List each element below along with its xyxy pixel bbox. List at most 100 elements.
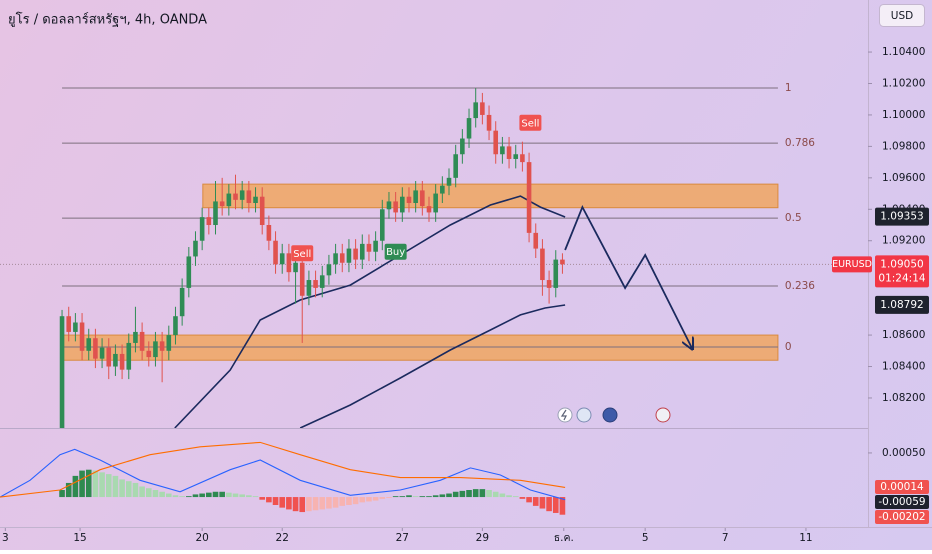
candle-body	[553, 259, 559, 288]
price-tag-label: 1.09353	[880, 211, 923, 223]
candle-body	[73, 322, 78, 332]
candle-body	[546, 280, 552, 288]
candle-body	[420, 190, 425, 207]
histogram-bar	[299, 497, 306, 513]
candle-body	[346, 248, 352, 263]
histogram-bar	[459, 490, 466, 498]
signal-label: Sell	[293, 249, 311, 260]
value-tag	[875, 480, 929, 494]
price-tag	[875, 295, 929, 314]
candle-body	[93, 338, 98, 359]
candle-body	[113, 353, 118, 367]
chart-title: ยูโร / ดอลลาร์สหรัฐฯ, 4h, OANDA	[8, 12, 207, 28]
histogram-bar	[326, 497, 332, 509]
histogram-bar	[339, 497, 346, 506]
histogram-bar	[546, 497, 552, 512]
histogram-bar	[252, 496, 259, 498]
histogram-bar	[112, 475, 119, 498]
candle-body	[486, 114, 492, 131]
candle-body	[326, 264, 332, 276]
histogram-bar	[559, 497, 566, 515]
histogram-bar	[85, 469, 92, 498]
histogram-bar	[152, 490, 159, 498]
fib-label: 0	[785, 341, 792, 353]
candle-body	[466, 118, 472, 139]
histogram-bar	[286, 497, 292, 510]
projection-path	[564, 204, 692, 348]
supply-demand-zone	[61, 334, 779, 361]
histogram-bar	[372, 497, 379, 501]
macd-line	[0, 441, 566, 498]
candle-body	[440, 185, 445, 194]
y-tick-label: 1.08200	[882, 392, 925, 404]
candle-body	[193, 240, 198, 257]
signal-badge	[291, 245, 314, 262]
histogram-bar	[72, 475, 79, 498]
candle-body	[159, 341, 165, 351]
candle-body	[239, 190, 245, 200]
histogram-bar	[406, 495, 412, 498]
histogram-bar	[432, 495, 439, 498]
histogram-bar	[266, 497, 272, 503]
histogram-bar	[132, 482, 139, 498]
histogram-bar	[506, 495, 512, 498]
x-tick-label: 20	[195, 532, 208, 544]
event-icon-glyph	[560, 409, 567, 421]
candle-body	[253, 196, 258, 203]
candle-body	[473, 102, 478, 119]
y-tick-label: 1.08400	[882, 361, 925, 373]
candle-body	[560, 259, 565, 265]
histogram-bar	[199, 493, 205, 498]
candle-body	[379, 209, 385, 241]
histogram-bar	[419, 496, 426, 498]
histogram-bar	[272, 497, 279, 505]
candle-body	[166, 335, 172, 351]
histogram-bar	[92, 470, 99, 498]
candle-body	[460, 138, 465, 155]
price-tag-label: 1.08792	[880, 299, 923, 311]
candle-body	[153, 341, 158, 358]
x-tick-label: ธ.ค.	[554, 532, 574, 544]
histogram-bar	[212, 491, 219, 498]
currency-button[interactable]	[879, 4, 925, 27]
histogram-bar	[239, 494, 245, 498]
histogram-bar	[105, 474, 112, 498]
candle-body	[313, 280, 318, 288]
event-icon[interactable]	[576, 407, 592, 423]
histogram-bar	[246, 495, 252, 498]
candle-body	[233, 193, 238, 200]
candle-body	[293, 262, 298, 273]
event-icons[interactable]	[557, 407, 671, 423]
currency-button-label[interactable]: USD	[891, 10, 913, 22]
candle-body	[126, 342, 132, 370]
event-icon[interactable]	[557, 407, 573, 423]
candle-body	[286, 253, 292, 273]
histogram-bar	[526, 497, 532, 503]
candle-body	[106, 347, 112, 367]
histogram-bar	[159, 491, 165, 498]
candle-body	[393, 201, 398, 213]
histogram-bar	[539, 497, 546, 509]
histogram-bar	[492, 491, 499, 498]
candle-body	[453, 154, 458, 178]
x-tick-label: 15	[73, 532, 86, 544]
moving-average	[174, 195, 566, 428]
symbol-tag	[832, 256, 872, 273]
histogram-bar	[426, 496, 432, 498]
candle-body	[86, 338, 92, 351]
signal-badge	[384, 243, 407, 260]
candle-body	[413, 190, 418, 203]
candle-body	[299, 262, 305, 296]
supply-demand-zone	[202, 183, 779, 209]
value-tag-label: 0.00014	[880, 481, 924, 493]
candle-body	[446, 177, 452, 186]
event-icon[interactable]	[655, 407, 671, 423]
candle-body	[433, 193, 438, 213]
candle-body	[506, 146, 512, 159]
histogram-bar	[306, 497, 312, 512]
event-icon[interactable]	[602, 407, 618, 423]
candle-body	[333, 253, 338, 265]
candle-body	[373, 240, 378, 252]
histogram-bar	[206, 492, 212, 498]
histogram-bar	[179, 496, 185, 498]
